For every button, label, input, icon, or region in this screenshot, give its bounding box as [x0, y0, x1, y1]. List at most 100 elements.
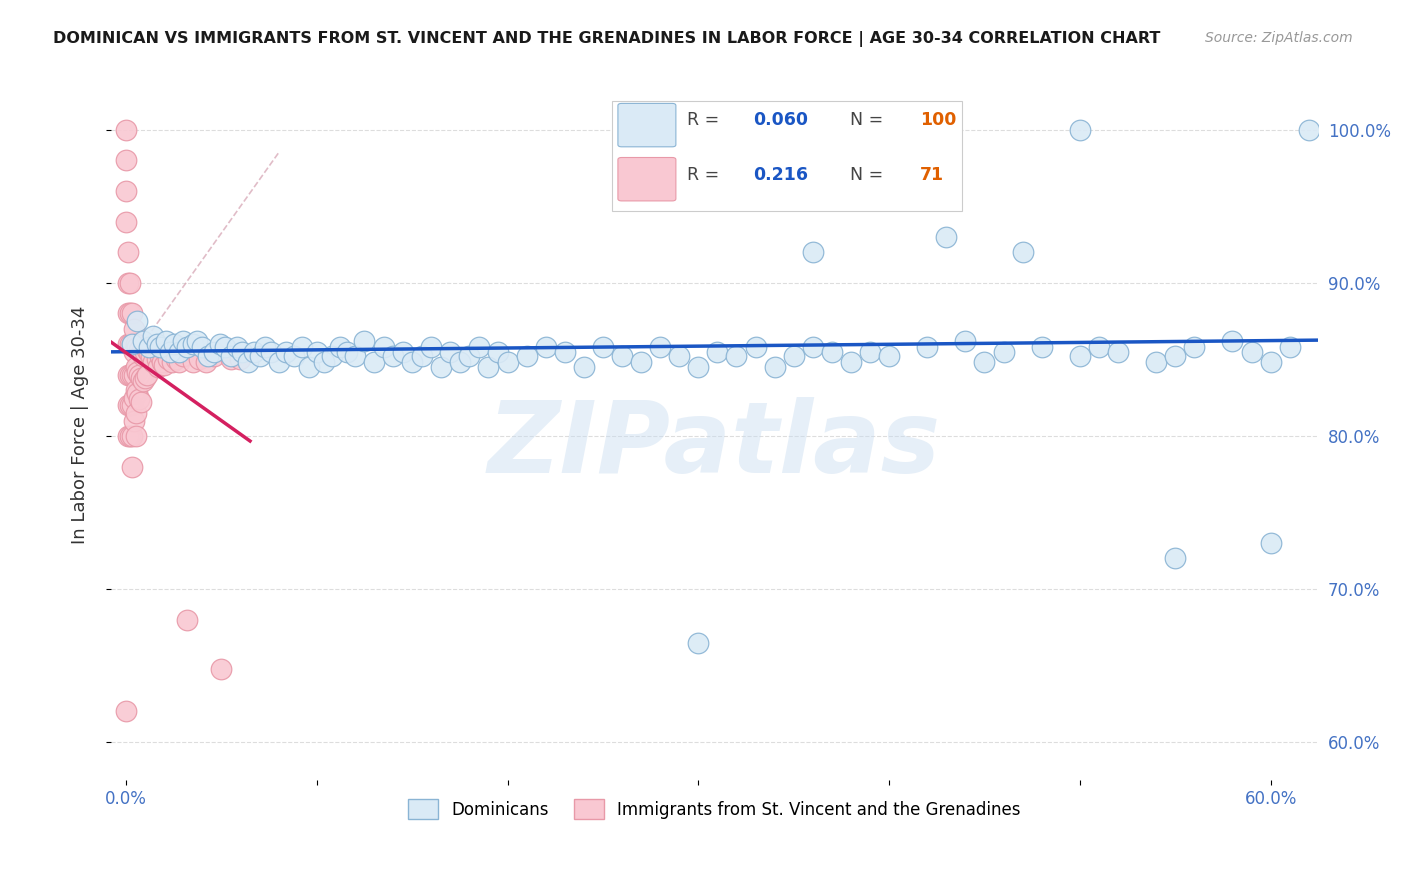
- Point: [145, 337, 167, 351]
- Point: [630, 169, 652, 183]
- Point: [121, 306, 143, 320]
- Point: [127, 386, 149, 401]
- Point: [122, 414, 145, 428]
- Point: [197, 349, 219, 363]
- Text: 0.216: 0.216: [754, 166, 808, 185]
- Point: [276, 344, 298, 359]
- Point: [117, 337, 139, 351]
- Point: [127, 340, 149, 354]
- Point: [117, 398, 139, 412]
- Point: [149, 349, 172, 363]
- Text: 100: 100: [920, 112, 956, 129]
- Point: [181, 337, 204, 351]
- Point: [249, 349, 271, 363]
- Point: [132, 374, 155, 388]
- Text: N =: N =: [849, 166, 889, 185]
- Point: [706, 344, 728, 359]
- Point: [630, 355, 652, 369]
- Point: [139, 349, 162, 363]
- Point: [128, 368, 150, 382]
- Point: [138, 346, 160, 360]
- Point: [124, 359, 146, 374]
- Point: [1164, 349, 1187, 363]
- Point: [117, 276, 139, 290]
- Point: [305, 344, 328, 359]
- Point: [314, 355, 336, 369]
- Point: [129, 370, 152, 384]
- Point: [145, 352, 167, 367]
- Point: [468, 340, 491, 354]
- Text: N =: N =: [849, 112, 889, 129]
- Text: ZIPatlas: ZIPatlas: [488, 397, 941, 494]
- FancyBboxPatch shape: [617, 158, 676, 201]
- Point: [254, 340, 277, 354]
- Point: [1240, 344, 1263, 359]
- Point: [592, 340, 614, 354]
- Point: [209, 662, 232, 676]
- Point: [122, 322, 145, 336]
- Point: [122, 391, 145, 405]
- Point: [115, 214, 138, 228]
- Point: [124, 383, 146, 397]
- Point: [208, 337, 231, 351]
- Text: 0.060: 0.060: [754, 112, 808, 129]
- Point: [127, 365, 149, 379]
- Point: [195, 355, 218, 369]
- Point: [150, 355, 173, 369]
- Point: [935, 230, 957, 244]
- Point: [136, 343, 159, 358]
- Point: [121, 337, 143, 351]
- Point: [688, 635, 710, 649]
- Point: [148, 359, 170, 374]
- Point: [650, 340, 672, 354]
- Point: [172, 349, 194, 363]
- Point: [477, 359, 499, 374]
- Point: [449, 355, 471, 369]
- Point: [1182, 340, 1205, 354]
- Point: [439, 344, 461, 359]
- Point: [1144, 355, 1167, 369]
- Point: [458, 349, 481, 363]
- FancyBboxPatch shape: [612, 101, 962, 211]
- Point: [121, 459, 143, 474]
- Point: [572, 359, 595, 374]
- Point: [127, 314, 149, 328]
- Point: [172, 334, 194, 348]
- Point: [610, 349, 633, 363]
- Point: [115, 122, 138, 136]
- Point: [115, 705, 138, 719]
- Point: [420, 340, 443, 354]
- Point: [117, 368, 139, 382]
- Point: [290, 340, 312, 354]
- Point: [955, 334, 977, 348]
- Point: [219, 352, 242, 367]
- Point: [1107, 344, 1129, 359]
- Point: [118, 429, 141, 443]
- Point: [516, 349, 538, 363]
- Point: [134, 344, 156, 359]
- Point: [118, 368, 141, 382]
- Point: [430, 359, 453, 374]
- Point: [142, 355, 165, 369]
- Point: [118, 398, 141, 412]
- Point: [121, 337, 143, 351]
- Point: [122, 344, 145, 359]
- Point: [801, 245, 824, 260]
- Point: [149, 340, 172, 354]
- Y-axis label: In Labor Force | Age 30-34: In Labor Force | Age 30-34: [72, 305, 89, 543]
- Point: [1031, 340, 1053, 354]
- Point: [1069, 122, 1091, 136]
- Point: [243, 344, 266, 359]
- Point: [373, 340, 395, 354]
- Text: DOMINICAN VS IMMIGRANTS FROM ST. VINCENT AND THE GRENADINES IN LABOR FORCE | AGE: DOMINICAN VS IMMIGRANTS FROM ST. VINCENT…: [53, 31, 1161, 47]
- Point: [176, 340, 198, 354]
- Point: [1260, 355, 1282, 369]
- Point: [169, 344, 191, 359]
- Point: [783, 349, 806, 363]
- Point: [165, 352, 187, 367]
- Point: [117, 245, 139, 260]
- Point: [124, 406, 146, 420]
- Point: [118, 276, 141, 290]
- Point: [129, 395, 152, 409]
- Point: [973, 355, 995, 369]
